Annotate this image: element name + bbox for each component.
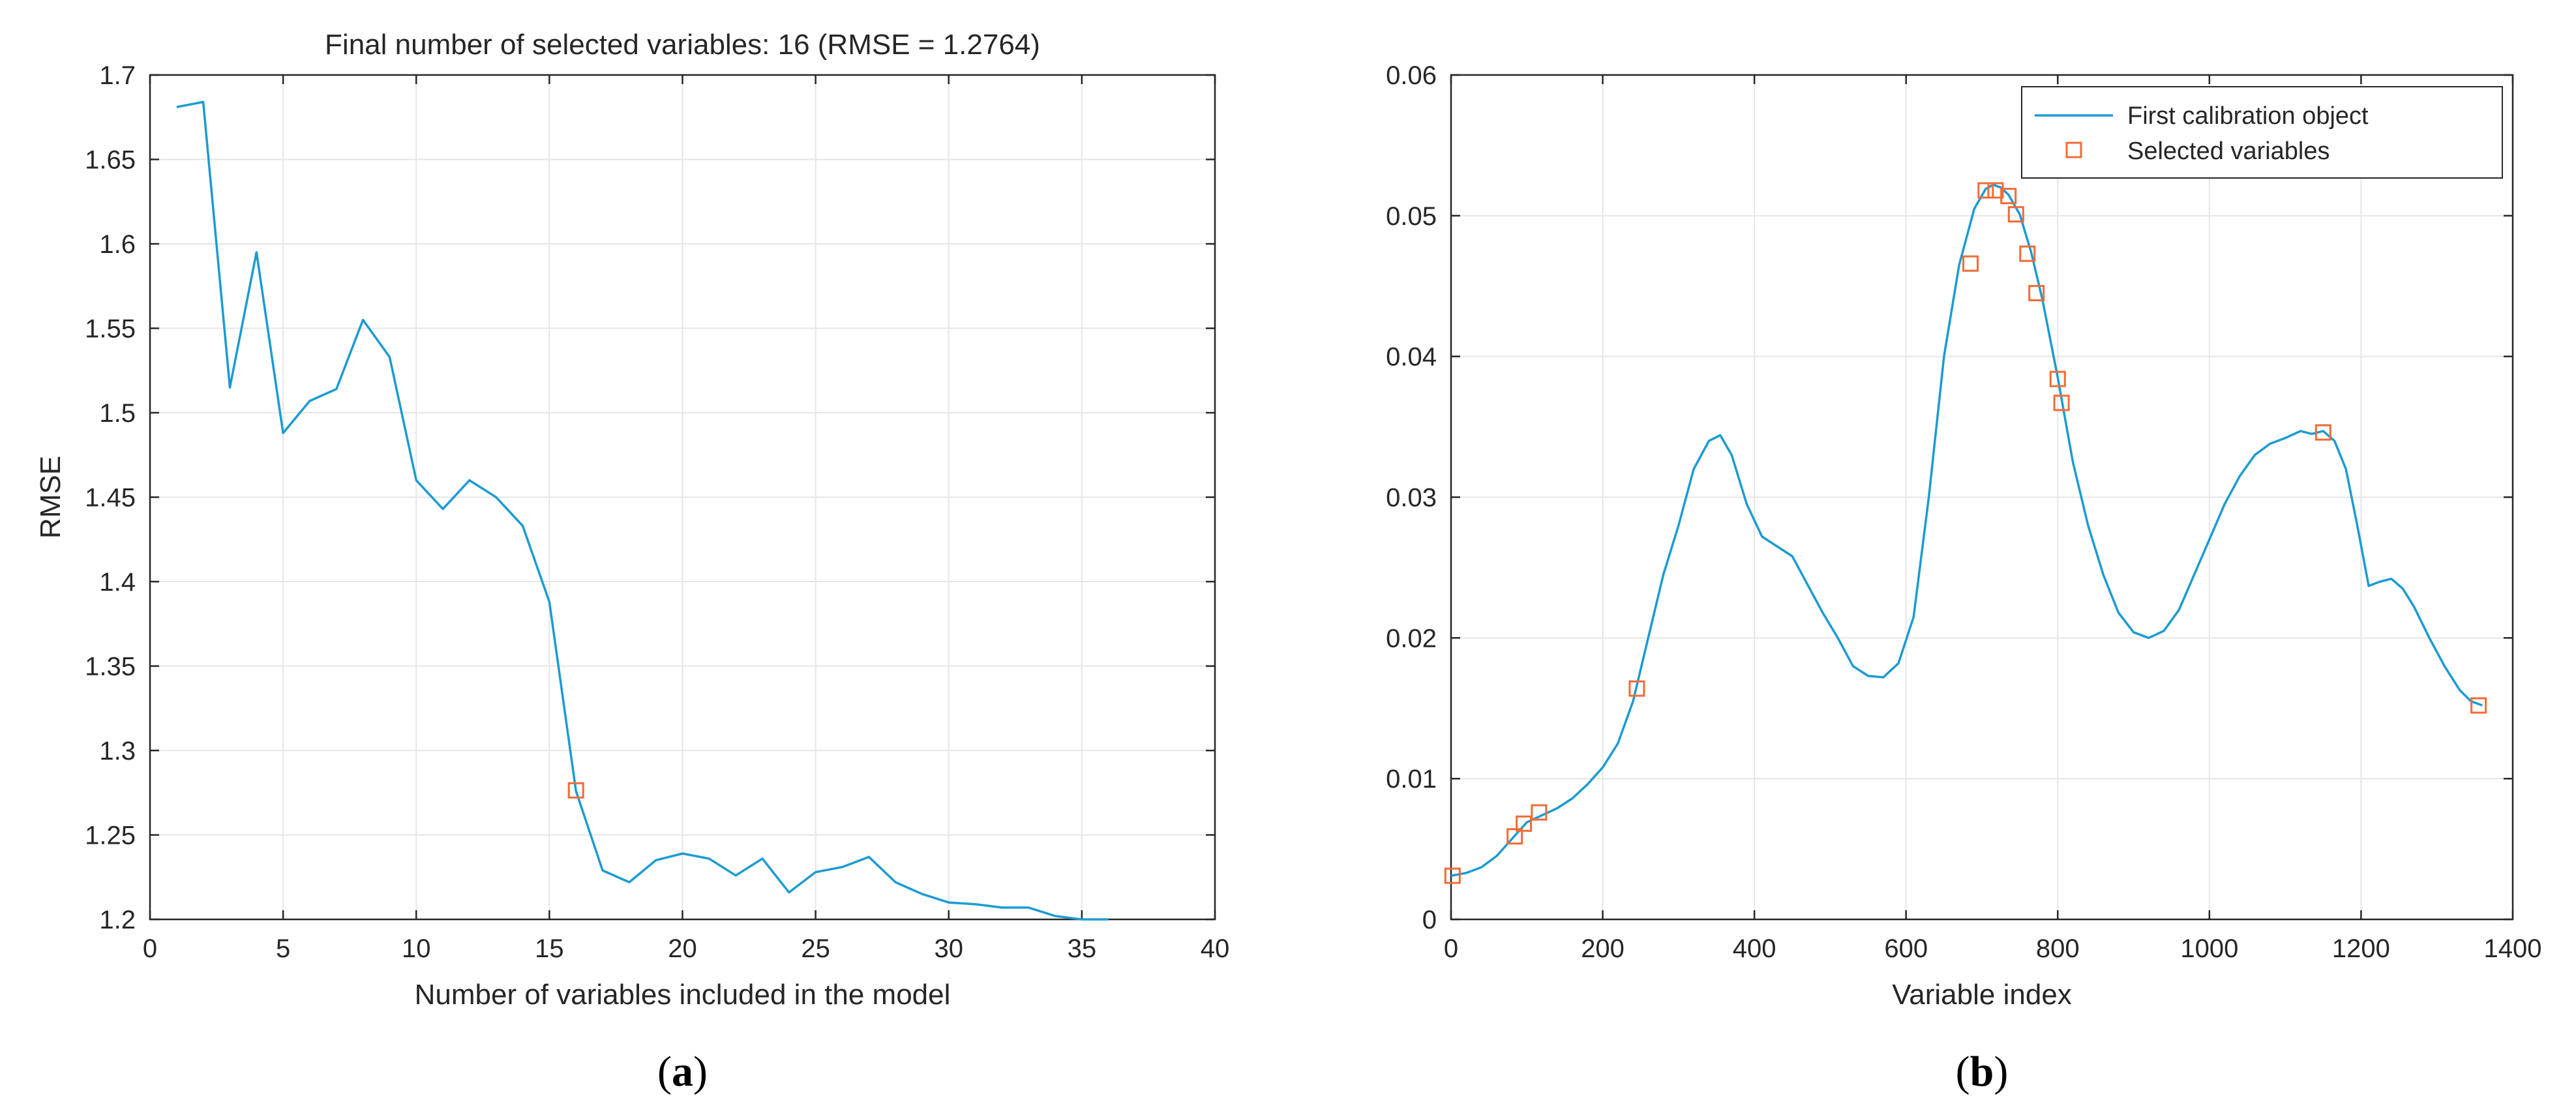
selected-point-marker	[1531, 804, 1548, 821]
caption-b-letter: b	[1970, 1048, 1994, 1095]
rmse-chart-title: Final number of selected variables: 16 (…	[325, 29, 1040, 61]
x-tick-label: 1200	[2332, 934, 2390, 963]
spectrum-x-axis-label: Variable index	[1892, 979, 2072, 1011]
x-tick-label: 1000	[2180, 934, 2238, 963]
y-tick-label: 0.01	[1386, 765, 1437, 794]
x-tick-label: 200	[1581, 934, 1625, 963]
rmse-chart: 0 5 10 15 20 25 30 35 40 1.2 1.25 1.3 1.35 1.4 1.45 1.5…	[35, 29, 1229, 1011]
caption-b: (b)	[1956, 1048, 2009, 1095]
y-tick-label: 1.3	[99, 737, 136, 766]
spectrum-legend: First calibration object Selected variab…	[2021, 86, 2503, 179]
selected-point-marker	[1987, 182, 2004, 199]
legend-label-selected: Selected variables	[2127, 138, 2330, 165]
y-tick-label: 1.35	[85, 653, 136, 681]
selected-point-marker	[2314, 424, 2331, 441]
y-tick-label: 0.04	[1386, 343, 1437, 372]
y-tick-label: 1.4	[99, 568, 136, 597]
series-line	[176, 100, 1109, 921]
x-tick-label: 40	[1201, 934, 1230, 963]
selected-point-marker	[2053, 394, 2070, 411]
caption-a-letter: a	[672, 1048, 693, 1095]
caption-b-open: (	[1956, 1048, 1970, 1095]
y-tick-label: 1.45	[85, 484, 136, 513]
selected-point-marker	[2049, 370, 2066, 387]
y-tick-label: 1.65	[85, 146, 136, 175]
y-tick-label: 1.55	[85, 315, 136, 344]
legend-marker-swatch	[2065, 141, 2082, 158]
rmse-x-axis-label: Number of variables included in the mode…	[415, 979, 951, 1011]
selected-point-marker	[1628, 680, 1645, 697]
x-tick-label: 30	[935, 934, 964, 963]
y-tick-label: 1.25	[85, 822, 136, 850]
x-tick-label: 15	[535, 934, 564, 963]
x-tick-label: 20	[668, 934, 697, 963]
y-tick-label: 0.06	[1386, 61, 1437, 90]
y-tick-label: 1.2	[99, 906, 136, 934]
y-tick-label: 1.6	[99, 230, 136, 259]
y-tick-label: 1.5	[99, 399, 136, 428]
rmse-series	[176, 100, 1109, 921]
selected-point-marker	[2007, 206, 2024, 223]
x-tick-label: 600	[1884, 934, 1928, 963]
selected-point-marker	[2028, 285, 2045, 302]
selected-point-marker	[1977, 182, 1994, 199]
selected-point-marker	[2019, 245, 2036, 262]
spectrum-chart: 0 200 400 600 800 1000 1200 1400 0 0.01 0.02 0.03 0.…	[1386, 61, 2541, 1011]
x-tick-label: 1400	[2484, 934, 2542, 963]
y-tick-label: 0.03	[1386, 484, 1437, 513]
caption-a-open: (	[657, 1048, 672, 1095]
legend-label-calibration: First calibration object	[2127, 102, 2369, 130]
x-tick-label: 0	[143, 934, 157, 963]
selected-point-marker	[1444, 867, 1461, 884]
selected-point-marker	[1516, 815, 1533, 832]
selected-point-marker	[2000, 188, 2017, 205]
selected-point-marker	[2470, 697, 2487, 714]
y-tick-label: 0.02	[1386, 624, 1437, 653]
caption-a: (a)	[657, 1048, 708, 1095]
y-tick-label: 0.05	[1386, 202, 1437, 231]
rmse-ticks: 0 5 10 15 20 25 30 35 40 1.2 1.25 1.3 1.35 1.4 1.45 1.5…	[85, 61, 1229, 963]
selected-point-marker	[1506, 828, 1523, 845]
selected-point-marker	[1962, 255, 1979, 272]
x-tick-label: 800	[2036, 934, 2080, 963]
y-tick-label: 1.7	[99, 61, 136, 90]
x-tick-label: 0	[1444, 934, 1458, 963]
y-tick-label: 0	[1422, 906, 1437, 934]
x-tick-label: 25	[801, 934, 830, 963]
x-tick-label: 5	[276, 934, 290, 963]
caption-a-close: )	[693, 1048, 708, 1095]
legend-box	[2021, 86, 2503, 179]
spectrum-ticks: 0 200 400 600 800 1000 1200 1400 0 0.01 0.02 0.03 0.…	[1386, 61, 2541, 963]
caption-b-close: )	[1994, 1048, 2008, 1095]
spectrum-series	[1444, 182, 2487, 884]
selected-point-marker	[567, 782, 584, 799]
x-tick-label: 10	[402, 934, 431, 963]
x-tick-label: 35	[1068, 934, 1097, 963]
x-tick-label: 400	[1733, 934, 1776, 963]
rmse-y-axis-label: RMSE	[35, 456, 67, 539]
